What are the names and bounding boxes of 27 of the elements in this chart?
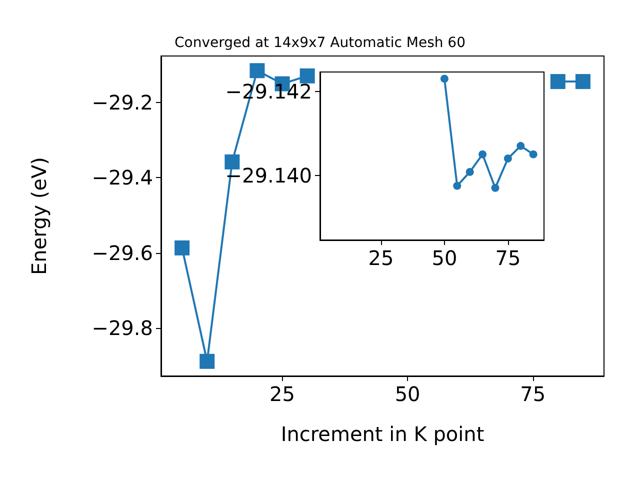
x-tick-label: 75 [495, 246, 521, 270]
x-tick-label: 50 [394, 382, 420, 406]
x-tick-label: 50 [432, 246, 458, 270]
y-tick-label: −29.8 [92, 316, 153, 340]
point [504, 154, 512, 163]
point [300, 68, 315, 84]
point [575, 74, 590, 90]
y-tick-label: −29.4 [92, 166, 153, 190]
point [550, 74, 566, 90]
point [174, 240, 190, 256]
x-tick-label: 25 [368, 246, 394, 270]
x-tick-label: 25 [270, 382, 295, 406]
chart-title: Converged at 14x9x7 Automatic Mesh 60 [174, 35, 466, 51]
point [478, 150, 487, 158]
x-axis-title: Increment in K point [280, 422, 484, 446]
point [516, 142, 525, 150]
x-tick-label: 75 [520, 382, 546, 406]
point [529, 150, 538, 158]
point [440, 74, 448, 83]
point [250, 63, 265, 78]
y-tick-label: −29.6 [92, 240, 153, 265]
point [491, 184, 500, 192]
point [453, 182, 462, 190]
point [200, 354, 215, 369]
y-axis-title: Energy (eV) [27, 157, 51, 275]
y-tick-label: −29.2 [92, 90, 153, 115]
point [466, 168, 474, 176]
